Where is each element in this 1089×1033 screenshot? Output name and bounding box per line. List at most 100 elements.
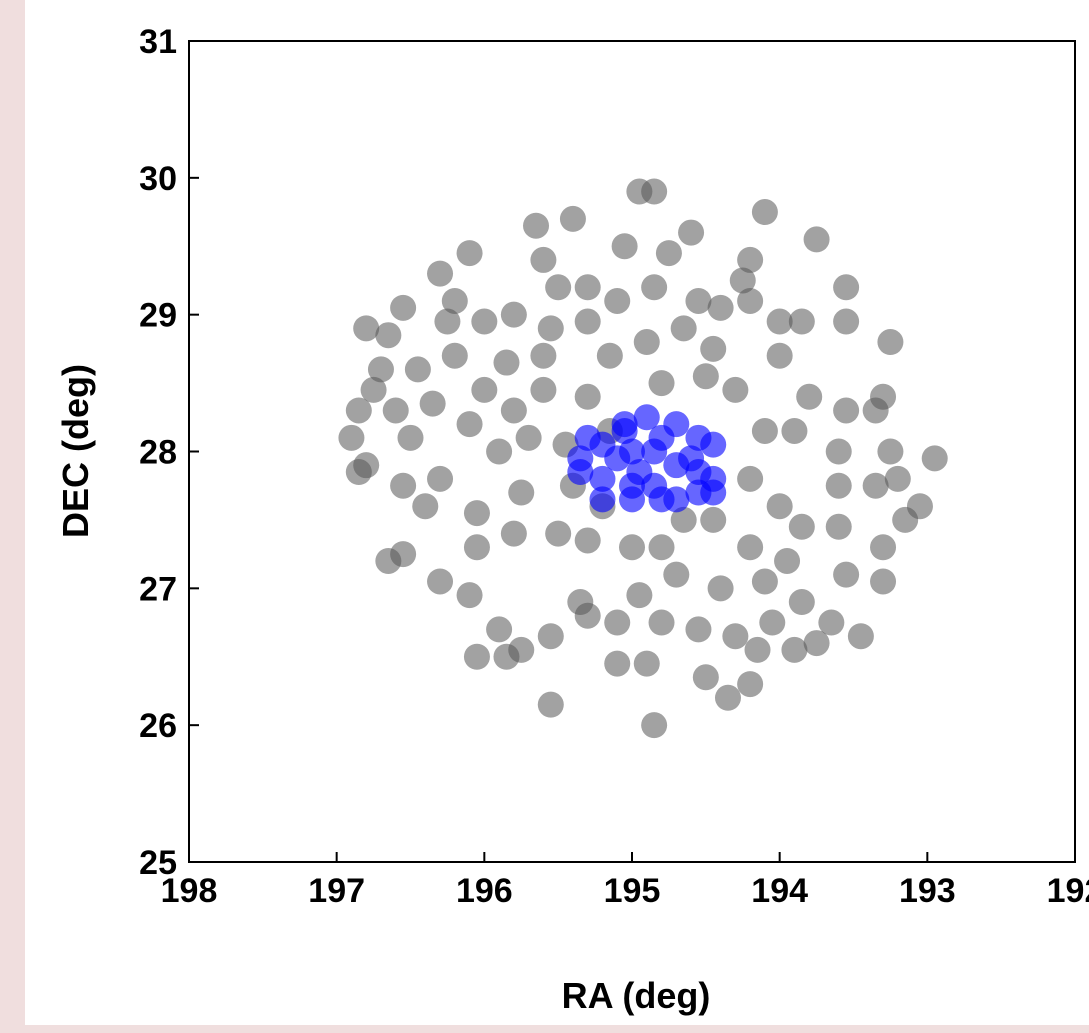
point: [700, 431, 727, 458]
point: [456, 411, 483, 438]
point: [759, 609, 786, 636]
point: [633, 404, 660, 431]
point: [678, 219, 705, 246]
point: [559, 205, 586, 232]
point: [567, 589, 594, 616]
point: [825, 472, 852, 499]
point: [404, 356, 431, 383]
y-tick-label: 26: [139, 707, 177, 745]
point: [641, 274, 668, 301]
point: [921, 445, 948, 472]
point: [471, 376, 498, 403]
point: [884, 465, 911, 492]
point: [619, 486, 645, 513]
point: [390, 472, 417, 499]
point: [877, 438, 904, 465]
point: [375, 547, 402, 574]
point: [574, 527, 601, 554]
point: [633, 650, 660, 677]
point: [774, 547, 801, 574]
point: [390, 294, 417, 321]
point: [751, 199, 778, 226]
point: [567, 459, 594, 486]
x-tick-label: 196: [456, 872, 513, 910]
point: [397, 424, 424, 451]
point: [412, 493, 439, 520]
y-tick-label: 31: [139, 23, 177, 61]
y-axis-label: DEC (deg): [55, 364, 96, 538]
point: [788, 308, 815, 335]
point: [611, 417, 638, 444]
point: [737, 287, 764, 314]
point: [545, 274, 572, 301]
point: [870, 383, 897, 410]
point: [604, 287, 631, 314]
point: [345, 459, 372, 486]
point: [655, 240, 682, 267]
point: [766, 342, 793, 369]
point: [722, 623, 749, 650]
point: [604, 650, 631, 677]
point: [803, 630, 830, 657]
point: [663, 561, 690, 588]
point: [714, 684, 741, 711]
point: [375, 322, 402, 349]
point: [641, 178, 668, 205]
point: [530, 246, 557, 273]
point: [833, 397, 860, 424]
point: [626, 582, 653, 609]
point: [781, 417, 808, 444]
point: [641, 712, 668, 739]
point: [862, 472, 889, 499]
point: [633, 329, 660, 356]
point: [574, 424, 601, 451]
point: [648, 424, 675, 451]
point: [692, 363, 719, 390]
point: [788, 589, 815, 616]
point: [596, 342, 623, 369]
point: [737, 465, 764, 492]
x-tick-label: 197: [308, 872, 365, 910]
point: [700, 335, 727, 362]
point: [574, 308, 601, 335]
point: [500, 520, 527, 547]
point: [537, 623, 564, 650]
point: [500, 301, 527, 328]
point: [508, 479, 535, 506]
point: [537, 691, 564, 718]
point: [766, 493, 793, 520]
point: [338, 424, 365, 451]
point: [818, 609, 845, 636]
point: [685, 616, 712, 643]
y-tick-label: 30: [139, 160, 177, 198]
point: [648, 370, 675, 397]
point: [441, 342, 468, 369]
point: [486, 616, 513, 643]
point: [648, 486, 675, 513]
point: [471, 308, 498, 335]
point: [493, 643, 520, 670]
point: [463, 534, 490, 561]
y-tick-label: 28: [139, 434, 177, 472]
point: [537, 315, 564, 342]
point: [545, 520, 572, 547]
point: [707, 575, 734, 602]
point: [434, 308, 461, 335]
point: [574, 383, 601, 410]
x-tick-label: 193: [899, 872, 956, 910]
point: [737, 246, 764, 273]
point: [515, 424, 542, 451]
point: [707, 294, 734, 321]
point: [345, 397, 372, 424]
point: [530, 376, 557, 403]
point: [737, 671, 764, 698]
point: [685, 287, 712, 314]
point: [500, 397, 527, 424]
point: [751, 417, 778, 444]
point: [833, 274, 860, 301]
point: [722, 376, 749, 403]
point: [751, 568, 778, 595]
point: [604, 445, 631, 472]
point: [870, 534, 897, 561]
point: [648, 609, 675, 636]
